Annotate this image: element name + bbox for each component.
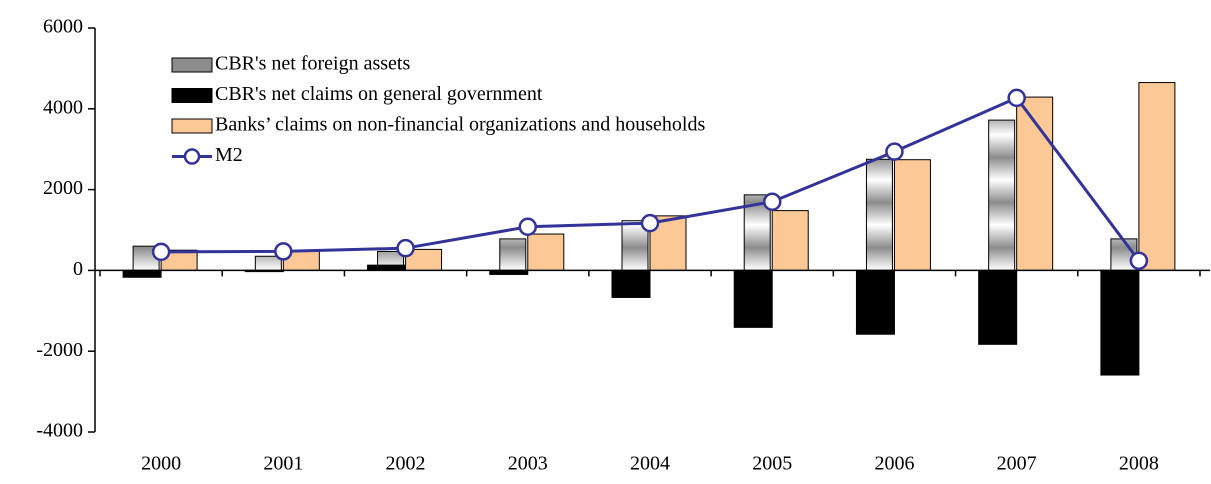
- line-marker: [518, 217, 538, 237]
- line-marker: [274, 242, 293, 261]
- y-tick-label: 2000: [43, 177, 83, 199]
- bar: [988, 119, 1016, 271]
- bar: [1138, 82, 1176, 271]
- line-marker: [396, 238, 415, 258]
- x-tick-label: 2002: [386, 453, 426, 475]
- y-tick-label: 0: [73, 258, 83, 280]
- bar: [978, 269, 1018, 345]
- legend-label: CBR's net claims on general government: [215, 83, 543, 105]
- x-tick-label: 2001: [263, 453, 303, 475]
- x-tick-label: 2006: [874, 453, 914, 475]
- legend-label: Banks’ claims on non-financial organizat…: [215, 114, 705, 136]
- line-marker: [1129, 251, 1149, 270]
- bar: [771, 210, 809, 271]
- y-tick-label: -2000: [36, 339, 83, 361]
- bar: [865, 158, 893, 271]
- legend-label: M2: [215, 144, 243, 166]
- bar: [1016, 96, 1054, 271]
- line-marker: [640, 213, 660, 233]
- line-marker: [1007, 88, 1026, 108]
- line-marker: [151, 242, 171, 262]
- x-tick-label: 2000: [141, 453, 181, 475]
- legend-marker: [183, 148, 201, 165]
- bar: [367, 264, 407, 271]
- x-tick-label: 2003: [508, 453, 548, 475]
- bar: [611, 269, 651, 298]
- legend-swatch: [171, 57, 213, 73]
- x-tick-label: 2008: [1119, 453, 1159, 475]
- bar: [855, 269, 895, 335]
- legend-label: CBR's net foreign assets: [215, 53, 410, 75]
- bar: [893, 159, 931, 271]
- bar: [527, 233, 565, 271]
- y-tick-label: 4000: [43, 96, 83, 118]
- line-marker: [885, 142, 904, 161]
- y-tick-label: 6000: [43, 16, 83, 38]
- bar: [1100, 269, 1140, 376]
- bar: [733, 269, 773, 328]
- y-tick-label: -4000: [36, 420, 83, 442]
- legend-swatch: [171, 118, 213, 134]
- x-tick-label: 2005: [752, 453, 792, 475]
- line-marker: [762, 192, 782, 211]
- x-tick-label: 2007: [997, 453, 1037, 475]
- legend-swatch: [171, 88, 213, 103]
- bar: [122, 269, 162, 278]
- bar: [499, 238, 527, 271]
- x-tick-label: 2004: [630, 453, 670, 475]
